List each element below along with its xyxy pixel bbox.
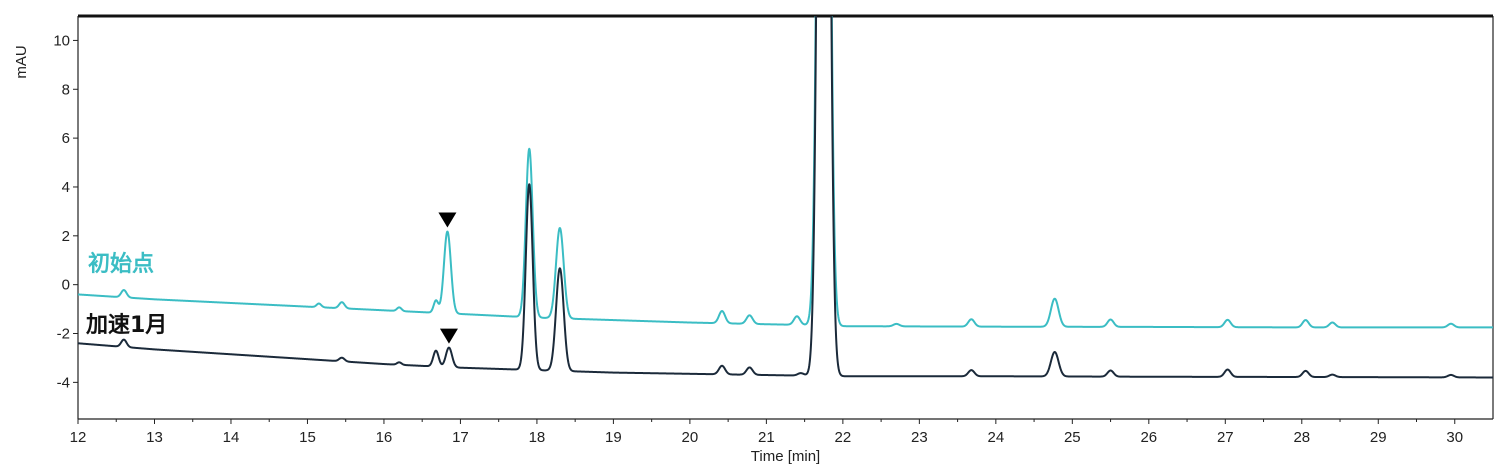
x-tick-label: 19	[605, 429, 622, 446]
x-tick-label: 26	[1140, 429, 1157, 446]
peak-marker-1	[439, 328, 458, 344]
y-axis-ticks: 10 8 6 4 2 0 -2 -4	[53, 32, 78, 391]
x-tick-label: 23	[911, 429, 928, 446]
x-tick-label: 13	[146, 429, 163, 446]
x-tick-label: 16	[376, 429, 393, 446]
x-tick-label: 29	[1370, 429, 1387, 446]
y-tick-label: 2	[62, 228, 70, 245]
plot-frame	[77, 14, 1494, 420]
series-label-accelerated-1-month: 加速1月	[85, 312, 167, 338]
series-layer	[78, 16, 1493, 379]
series-line-1	[78, 16, 1493, 379]
x-tick-label: 17	[452, 429, 469, 446]
x-axis-ticks: 12 13 14 15 16 17 18 19 20 21 22 23 24 25 26 27 28 29 30	[70, 419, 1463, 446]
x-tick-label: 15	[299, 429, 316, 446]
x-axis-title: Time [min]	[751, 448, 820, 465]
y-tick-label: 4	[62, 179, 70, 196]
y-axis-title: mAU	[13, 45, 30, 78]
y-tick-label: 0	[62, 277, 70, 294]
x-tick-label: 27	[1217, 429, 1234, 446]
x-tick-label: 20	[682, 429, 699, 446]
peak-marker-0	[438, 212, 457, 228]
x-tick-label: 21	[758, 429, 775, 446]
x-tick-label: 18	[529, 429, 546, 446]
x-tick-label: 24	[987, 429, 1004, 446]
series-label-initial: 初始点	[88, 251, 154, 277]
x-tick-label: 30	[1446, 429, 1463, 446]
y-tick-label: -4	[57, 374, 70, 391]
y-tick-label: 8	[62, 81, 70, 98]
peak-markers	[438, 212, 458, 344]
x-tick-label: 25	[1064, 429, 1081, 446]
series-line-0	[78, 16, 1493, 329]
x-tick-label: 28	[1293, 429, 1310, 446]
x-tick-label: 22	[835, 429, 852, 446]
x-tick-label: 14	[223, 429, 240, 446]
y-tick-label: -2	[57, 326, 70, 343]
y-tick-label: 6	[62, 130, 70, 147]
y-tick-label: 10	[53, 32, 70, 49]
x-tick-label: 12	[70, 429, 87, 446]
